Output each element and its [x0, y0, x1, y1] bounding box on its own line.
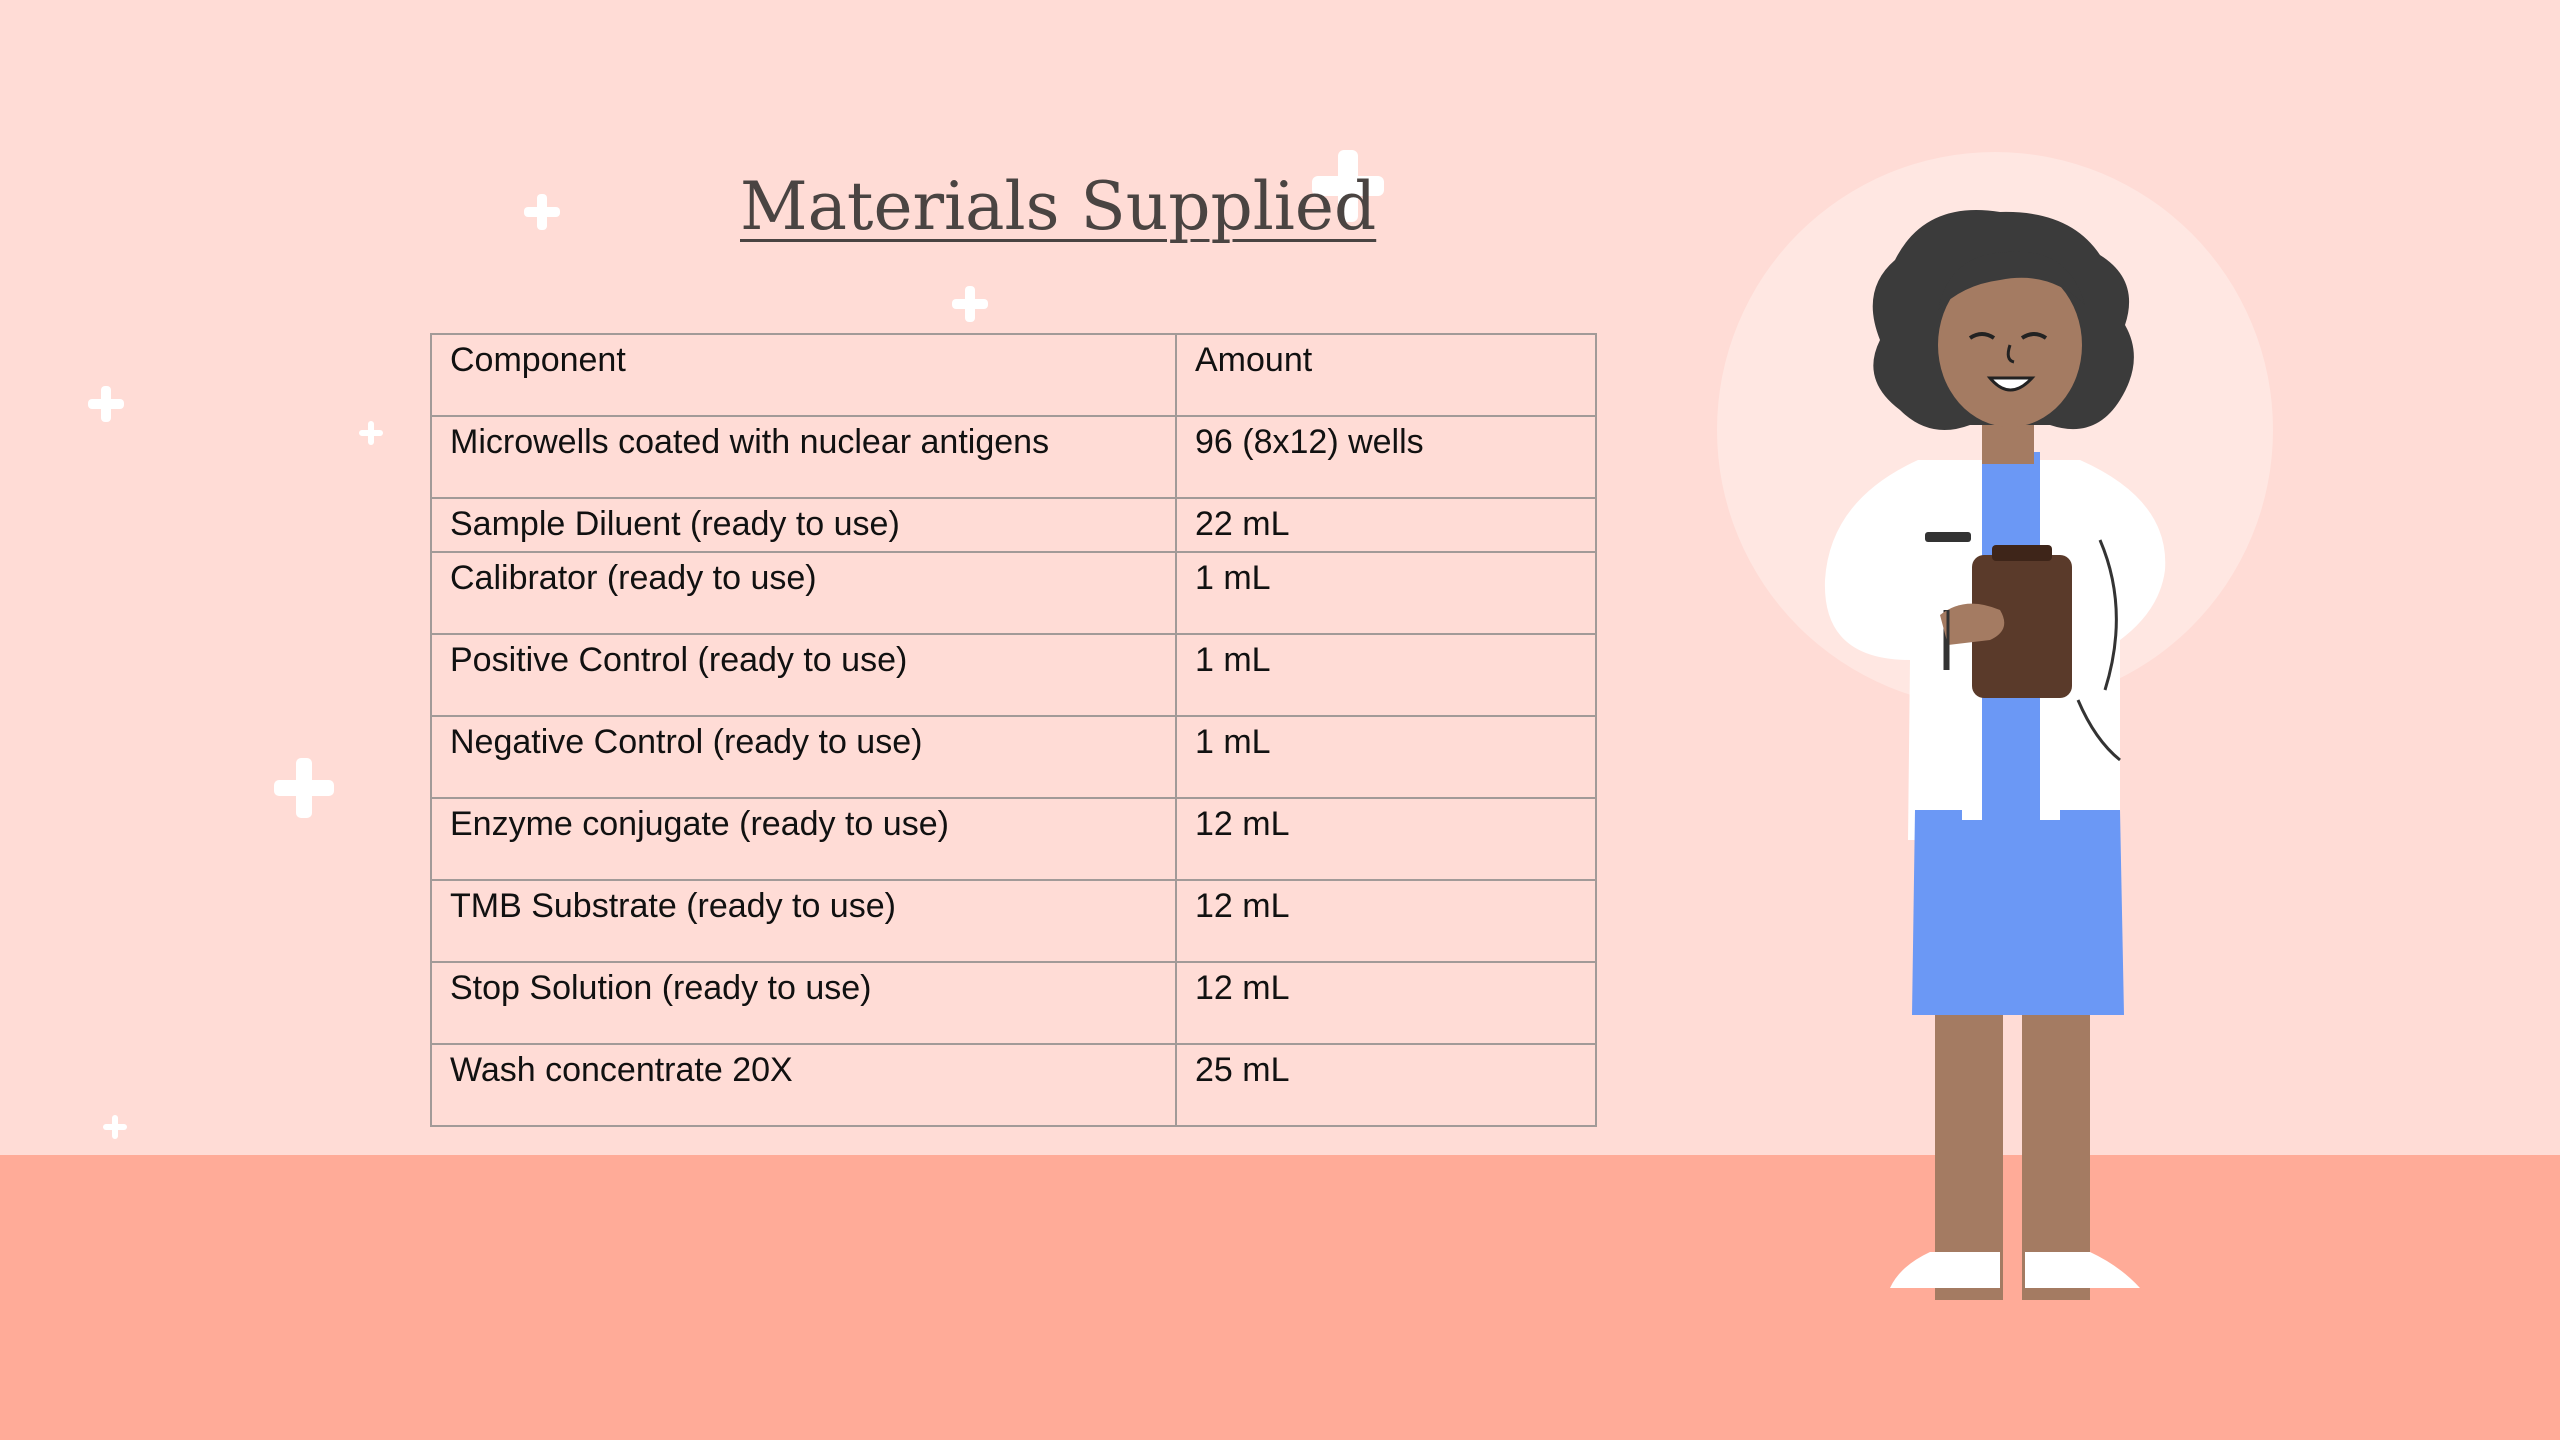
table-row: Positive Control (ready to use) 1 mL	[430, 633, 1597, 717]
amount-cell: 12 mL	[1175, 879, 1597, 963]
amount-cell: 12 mL	[1175, 797, 1597, 881]
amount-cell: 22 mL	[1175, 497, 1597, 553]
amount-cell: 96 (8x12) wells	[1175, 415, 1597, 499]
table-row: Enzyme conjugate (ready to use) 12 mL	[430, 797, 1597, 881]
right-leg	[2022, 1000, 2090, 1300]
component-cell: Wash concentrate 20X	[430, 1043, 1177, 1127]
plus-sparkle-icon	[103, 1115, 127, 1139]
table-row: TMB Substrate (ready to use) 12 mL	[430, 879, 1597, 963]
plus-sparkle-icon	[359, 421, 383, 445]
component-cell: Sample Diluent (ready to use)	[430, 497, 1177, 553]
table-header-row: Component Amount	[430, 333, 1597, 417]
table-row: Negative Control (ready to use) 1 mL	[430, 715, 1597, 799]
amount-cell: 12 mL	[1175, 961, 1597, 1045]
component-cell: Negative Control (ready to use)	[430, 715, 1177, 799]
plus-sparkle-icon	[88, 386, 124, 422]
amount-cell: 1 mL	[1175, 715, 1597, 799]
slide-title: Materials Supplied	[740, 168, 1377, 245]
amount-cell: 1 mL	[1175, 633, 1597, 717]
left-eye	[1968, 332, 1996, 340]
hand	[1940, 603, 2005, 645]
table-row: Stop Solution (ready to use) 12 mL	[430, 961, 1597, 1045]
left-shoe	[1890, 1252, 2000, 1288]
table-row: Calibrator (ready to use) 1 mL	[430, 551, 1597, 635]
component-cell: Enzyme conjugate (ready to use)	[430, 797, 1177, 881]
table-row: Sample Diluent (ready to use) 22 mL	[430, 497, 1597, 553]
component-cell: Calibrator (ready to use)	[430, 551, 1177, 635]
coat-pocket	[1925, 532, 1971, 542]
header-component: Component	[430, 333, 1177, 417]
clipboard	[1972, 555, 2072, 698]
materials-table-container: Component Amount Microwells coated with …	[430, 333, 1597, 1127]
dress-skirt	[1912, 810, 2124, 1015]
component-cell: Microwells coated with nuclear antigens	[430, 415, 1177, 499]
component-cell: TMB Substrate (ready to use)	[430, 879, 1177, 963]
amount-cell: 1 mL	[1175, 551, 1597, 635]
plus-sparkle-icon	[524, 194, 560, 230]
neck	[1982, 420, 2034, 464]
left-leg	[1935, 1000, 2003, 1300]
smile	[1986, 376, 2036, 392]
table-row: Microwells coated with nuclear antigens …	[430, 415, 1597, 499]
materials-table: Component Amount Microwells coated with …	[430, 333, 1597, 1127]
right-shoe	[2025, 1252, 2140, 1288]
component-cell: Stop Solution (ready to use)	[430, 961, 1177, 1045]
scientist-woman-illustration	[1717, 152, 2273, 1300]
amount-cell: 25 mL	[1175, 1043, 1597, 1127]
table-row: Wash concentrate 20X 25 mL	[430, 1043, 1597, 1127]
header-amount: Amount	[1175, 333, 1597, 417]
component-cell: Positive Control (ready to use)	[430, 633, 1177, 717]
plus-sparkle-icon	[952, 286, 988, 322]
floor-band	[0, 1155, 2560, 1440]
right-eye	[2020, 332, 2048, 340]
plus-sparkle-icon	[274, 758, 334, 818]
